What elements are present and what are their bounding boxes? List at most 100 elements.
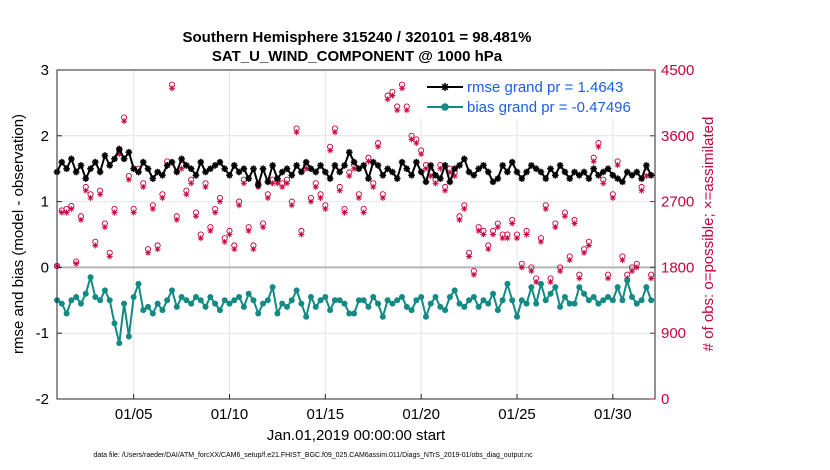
assimilated-obs-point <box>509 220 516 227</box>
assimilated-obs-point <box>609 194 616 201</box>
y2-tick-label: 4500 <box>661 62 694 79</box>
assimilated-obs-point <box>63 209 70 216</box>
rmse-point-stroke <box>255 182 262 189</box>
rmse-point-stroke <box>298 169 305 175</box>
assimilated-obs-point <box>331 129 338 136</box>
rmse-point <box>408 171 415 179</box>
bias-point <box>101 287 108 294</box>
rmse-point <box>437 175 444 182</box>
assimilated-obs-point-stroke <box>596 144 601 150</box>
bias-point <box>451 287 458 294</box>
bias-point <box>341 300 348 307</box>
assimilated-obs-point-stroke <box>404 107 410 113</box>
rmse-point-stroke <box>384 165 391 172</box>
rmse-point <box>115 145 123 153</box>
rmse-point-stroke <box>451 165 458 172</box>
rmse-point <box>226 171 233 179</box>
assimilated-obs-point <box>442 187 449 194</box>
rmse-point-stroke <box>288 172 295 179</box>
rmse-point-stroke <box>130 165 137 172</box>
bias-point <box>58 300 65 307</box>
assimilated-obs-point-stroke <box>605 275 611 281</box>
assimilated-obs-point-stroke <box>615 162 621 168</box>
bias-point <box>140 307 147 314</box>
assimilated-obs-point-stroke <box>452 173 458 179</box>
rmse-point-stroke <box>585 175 592 182</box>
assimilated-obs-point <box>480 231 487 238</box>
bias-point <box>375 300 382 307</box>
y2-tick-label: 3600 <box>661 128 694 145</box>
rmse-point-stroke <box>327 175 334 182</box>
assimilated-obs-point <box>461 205 468 212</box>
assimilated-obs-point-stroke <box>389 93 395 99</box>
rmse-point-stroke <box>408 172 415 179</box>
rmse-point <box>556 162 564 169</box>
assimilated-obs-point <box>528 268 535 275</box>
rmse-point-stroke <box>648 172 655 179</box>
bias-point <box>552 284 559 291</box>
rmse-point-stroke <box>389 169 396 175</box>
bias-point <box>183 297 190 304</box>
assimilated-obs-point <box>542 205 549 212</box>
rmse-point-stroke <box>590 165 597 172</box>
rmse-point-stroke <box>183 162 190 169</box>
rmse-point-stroke <box>87 165 94 172</box>
bias-point <box>284 303 290 310</box>
bias-point <box>514 313 520 320</box>
bias-point <box>317 297 324 304</box>
bias-point <box>260 300 267 307</box>
rmse-point <box>604 165 612 172</box>
rmse-point-stroke <box>274 175 281 182</box>
bias-point <box>379 313 386 320</box>
assimilated-obs-point-stroke <box>337 188 343 194</box>
assimilated-obs-point <box>384 96 391 103</box>
assimilated-obs-point <box>475 227 482 234</box>
bias-point <box>399 294 405 301</box>
rmse-point <box>360 162 367 169</box>
rmse-point <box>307 165 315 172</box>
assimilated-obs-point-stroke <box>433 180 438 186</box>
rmse-point <box>532 165 540 172</box>
y2-tick-label: 900 <box>661 325 686 342</box>
assimilated-obs-point-stroke <box>619 257 625 263</box>
rmse-point <box>403 165 411 172</box>
rmse-point-stroke <box>518 175 525 182</box>
rmse-point-stroke <box>346 149 353 156</box>
assimilated-obs-point <box>571 220 578 227</box>
bias-point <box>456 300 463 307</box>
assimilated-obs-point <box>111 209 118 216</box>
rmse-point-stroke <box>633 169 640 175</box>
assimilated-obs-point-stroke <box>198 235 204 241</box>
bias-point <box>557 303 564 310</box>
rmse-point <box>240 165 248 172</box>
assimilated-obs-point <box>643 173 650 180</box>
assimilated-obs-point-stroke <box>629 268 635 274</box>
rmse-point <box>523 168 530 176</box>
bias-point <box>528 284 535 291</box>
assimilated-obs-point <box>125 176 132 183</box>
rmse-point <box>207 165 214 172</box>
assimilated-obs-point-stroke <box>490 232 496 237</box>
rmse-point-stroke <box>250 165 257 172</box>
assimilated-obs-point-stroke <box>150 206 156 212</box>
rmse-point-stroke <box>279 169 286 175</box>
x-tick-label: 01/10 <box>211 406 249 423</box>
rmse-point <box>144 165 152 172</box>
bias-point <box>274 310 281 317</box>
y-axis-label: rmse and bias (model - observation) <box>10 114 27 354</box>
bias-point <box>537 280 544 287</box>
rmse-point-stroke <box>125 149 132 156</box>
bias-point <box>116 340 123 347</box>
rmse-point <box>302 158 310 166</box>
y-tick-label: 3 <box>41 62 49 79</box>
assimilated-obs-point-stroke <box>241 180 247 186</box>
assimilated-obs-point-stroke <box>643 173 649 179</box>
rmse-point-stroke <box>149 175 156 182</box>
assimilated-obs-point-stroke <box>217 199 223 205</box>
assimilated-obs-point <box>432 180 439 187</box>
rmse-point-stroke <box>480 162 487 169</box>
rmse-point <box>264 178 272 186</box>
rmse-point-stroke <box>576 172 583 179</box>
x-tick-label: 01/15 <box>307 406 345 423</box>
bias-point <box>327 307 334 314</box>
